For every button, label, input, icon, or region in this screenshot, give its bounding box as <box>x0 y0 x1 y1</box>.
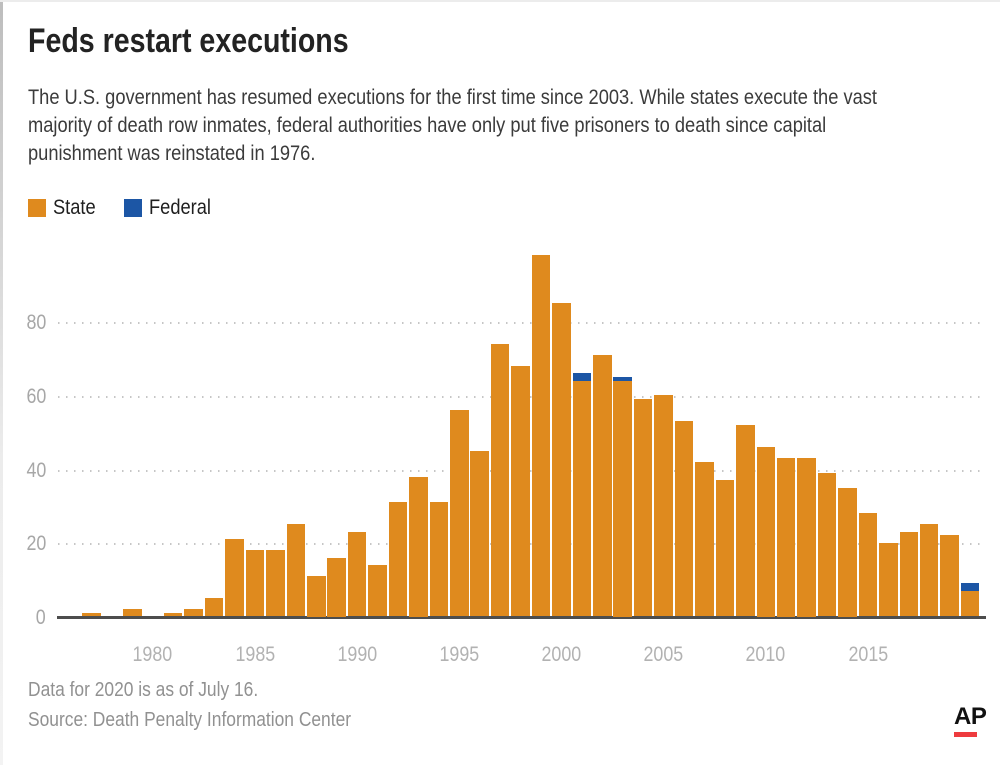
bar-1985 <box>245 550 265 617</box>
x-tick-label-2010: 2010 <box>731 642 801 668</box>
legend: State Federal <box>28 196 220 220</box>
bar-1997 <box>490 343 510 617</box>
bar-chart-plot-area: 0 20 40 60 80 1980 1985 1990 1995 2000 2005 2010 201… <box>0 240 1000 680</box>
bar-1987 <box>286 524 306 617</box>
x-tick-text: 1985 <box>235 643 275 666</box>
x-tick-text: 1990 <box>337 643 377 666</box>
bar-1995 <box>450 410 469 617</box>
bar-1999 <box>531 255 551 617</box>
legend-label-federal: Federal <box>149 196 211 219</box>
y-tick-label-60: 60 <box>0 384 46 410</box>
x-tick-text: 2010 <box>745 643 786 666</box>
legend-item-state: State <box>28 196 102 220</box>
page-edge-artifact-left <box>0 0 3 765</box>
bar-2020 <box>960 583 980 617</box>
x-tick-text: 2015 <box>848 643 888 666</box>
bar-1986 <box>266 550 285 617</box>
legend-label-state: State <box>53 196 96 219</box>
y-tick-label-0: 0 <box>0 605 46 631</box>
bar-2004 <box>633 399 653 617</box>
bar-1983 <box>204 598 224 617</box>
bar-2018 <box>919 524 939 617</box>
bar-1982 <box>184 609 203 617</box>
bar-2003 <box>613 377 632 617</box>
ap-logo-text: AP <box>954 703 987 730</box>
bar-2001 <box>572 373 592 617</box>
bar-2013 <box>817 472 837 617</box>
legend-item-federal: Federal <box>124 196 220 220</box>
bar-2017 <box>899 531 919 617</box>
x-tick-text: 1980 <box>132 643 173 666</box>
subtitle-line-2: majority of death row inmates, federal a… <box>28 114 827 137</box>
y-tick-text: 40 <box>26 458 46 482</box>
x-tick-label-1980: 1980 <box>118 642 188 668</box>
bar-1993 <box>409 476 428 617</box>
bar-2011 <box>776 458 796 617</box>
y-tick-label-40: 40 <box>0 458 46 484</box>
bar-1990 <box>347 531 367 617</box>
bar-2010 <box>756 447 776 617</box>
ap-logo-red-underline <box>954 732 977 737</box>
bar-2000 <box>552 303 571 617</box>
bar-2016 <box>879 542 898 617</box>
bar-2003-federal-segment <box>613 377 632 381</box>
x-tick-label-1995: 1995 <box>424 642 494 668</box>
ap-logo: AP <box>954 703 987 737</box>
bar-2007 <box>695 461 714 617</box>
bar-1989 <box>327 557 346 617</box>
gridline-80 <box>58 322 986 325</box>
y-tick-text: 0 <box>36 606 46 629</box>
chart-title: Feds restart executions <box>28 22 349 60</box>
x-tick-label-2015: 2015 <box>833 642 903 668</box>
bar-1979 <box>123 609 142 617</box>
bar-1998 <box>511 365 530 617</box>
bar-2001-federal-segment <box>572 373 592 381</box>
bar-1988 <box>307 576 326 617</box>
y-tick-label-80: 80 <box>0 310 46 336</box>
x-tick-label-1990: 1990 <box>322 642 392 668</box>
bar-1981 <box>163 612 183 617</box>
x-tick-label-2005: 2005 <box>629 642 699 668</box>
bar-2008 <box>715 480 735 617</box>
x-tick-label-1985: 1985 <box>220 642 290 668</box>
x-tick-text: 2005 <box>643 643 684 666</box>
x-tick-label-2000: 2000 <box>526 642 596 668</box>
y-tick-label-20: 20 <box>0 531 46 557</box>
y-tick-text: 20 <box>26 532 46 556</box>
bar-1991 <box>368 564 387 617</box>
x-tick-text: 1995 <box>439 643 480 666</box>
y-tick-text: 80 <box>26 311 46 335</box>
bar-1994 <box>429 502 449 617</box>
page-edge-artifact-top <box>0 0 1000 2</box>
bar-1977 <box>82 612 101 617</box>
bar-2015 <box>858 513 878 617</box>
subtitle-line-1: The U.S. government has resumed executio… <box>28 86 877 109</box>
subtitle-line-3: punishment was reinstated in 1976. <box>28 142 316 165</box>
bar-2012 <box>797 458 816 617</box>
y-tick-text: 60 <box>26 384 46 408</box>
state-color-swatch <box>28 199 46 217</box>
bar-2014 <box>838 487 857 617</box>
bar-2002 <box>593 354 612 617</box>
bar-2020-federal-segment <box>960 583 980 591</box>
bar-2005 <box>654 395 673 617</box>
bar-2006 <box>674 421 694 617</box>
chart-subtitle: The U.S. government has resumed executio… <box>28 84 1000 168</box>
bar-2009 <box>736 424 755 617</box>
data-note: Data for 2020 is as of July 16. <box>28 679 259 701</box>
bar-1996 <box>470 450 489 617</box>
x-axis-line <box>57 616 986 619</box>
x-tick-text: 2000 <box>541 643 582 666</box>
source-credit: Source: Death Penalty Information Center <box>28 709 352 731</box>
bar-1992 <box>388 502 408 617</box>
bar-1984 <box>225 539 244 617</box>
federal-color-swatch <box>124 199 143 217</box>
bar-2019 <box>940 535 959 617</box>
